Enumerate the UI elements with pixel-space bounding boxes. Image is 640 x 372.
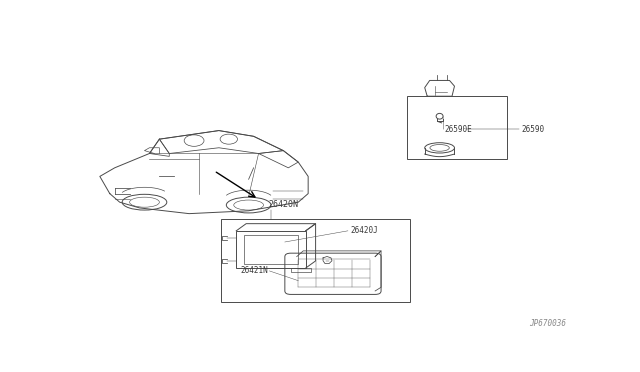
Text: 26421N: 26421N bbox=[241, 266, 269, 275]
Text: 26420N: 26420N bbox=[269, 201, 298, 209]
Text: JP670036: JP670036 bbox=[529, 319, 566, 328]
Bar bbox=[408, 96, 507, 159]
Text: 26590E: 26590E bbox=[445, 125, 472, 134]
Text: 26420J: 26420J bbox=[350, 226, 378, 235]
Bar bbox=[236, 231, 306, 268]
Bar bbox=[244, 235, 298, 264]
Text: 26590: 26590 bbox=[522, 125, 545, 134]
Bar bbox=[221, 219, 410, 302]
